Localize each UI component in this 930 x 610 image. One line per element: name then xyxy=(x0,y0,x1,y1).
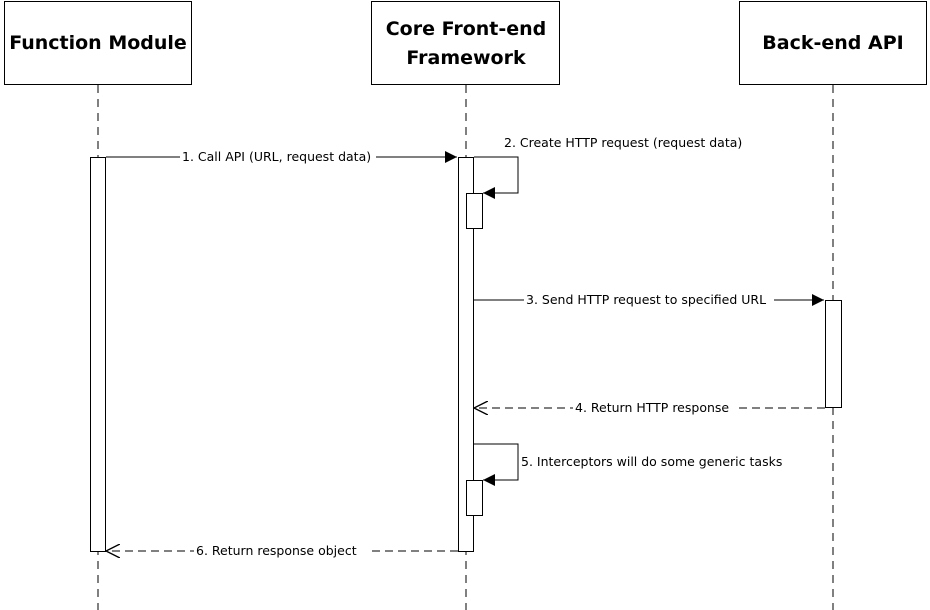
participant-backend-api: Back-end API xyxy=(739,1,927,85)
participant-label-line-1: Core Front-end xyxy=(386,18,547,40)
message-return-http-response: 4. Return HTTP response xyxy=(474,400,825,416)
message-arrow xyxy=(474,156,519,199)
message-return-response-object: 6. Return response object xyxy=(106,543,458,559)
message-label: 5. Interceptors will do some generic tas… xyxy=(521,454,782,469)
message-interceptors: 5. Interceptors will do some generic tas… xyxy=(474,443,782,486)
message-label: 6. Return response object xyxy=(196,543,357,558)
participant-label: Function Module xyxy=(9,32,187,54)
participant-label-line-2: Framework xyxy=(406,47,526,69)
participant-core-framework: Core Front-end Framework xyxy=(371,1,560,85)
message-label: 3. Send HTTP request to specified URL xyxy=(526,292,766,307)
activation-core-framework xyxy=(458,157,474,552)
message-send-http-request: 3. Send HTTP request to specified URL xyxy=(474,292,824,308)
participant-function-module: Function Module xyxy=(4,1,192,85)
participant-box xyxy=(739,1,927,85)
message-label: 2. Create HTTP request (request data) xyxy=(504,135,742,150)
participant-box xyxy=(371,1,560,85)
message-label: 1. Call API (URL, request data) xyxy=(182,149,371,164)
participant-box xyxy=(4,1,192,85)
activation-function-module xyxy=(90,157,106,552)
message-create-http-request: 2. Create HTTP request (request data) xyxy=(474,135,742,199)
activation-core-framework-self-2 xyxy=(466,480,483,516)
activation-core-framework-self-1 xyxy=(466,193,483,229)
participant-label: Back-end API xyxy=(762,32,903,54)
message-label: 4. Return HTTP response xyxy=(575,400,729,415)
message-call-api: 1. Call API (URL, request data) xyxy=(106,149,457,165)
message-arrow xyxy=(474,443,519,486)
activation-backend-api xyxy=(825,300,842,408)
